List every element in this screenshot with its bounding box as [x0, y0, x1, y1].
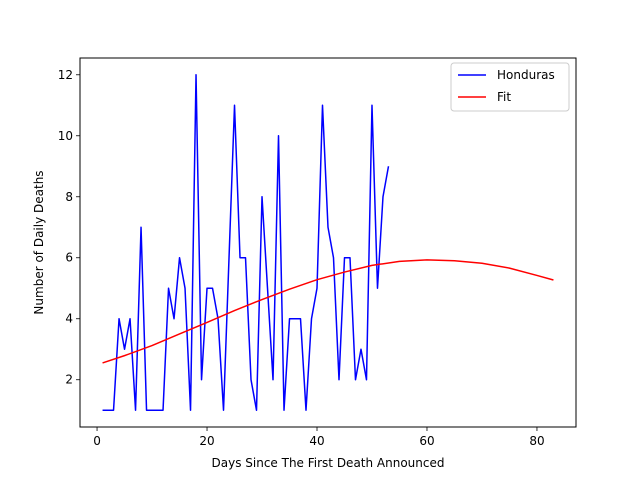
data-point-honduras — [360, 349, 361, 350]
data-point-honduras — [140, 227, 141, 228]
data-point-honduras — [146, 410, 147, 411]
legend: Honduras Fit — [450, 62, 570, 112]
data-point-honduras — [245, 257, 246, 258]
data-point-fit — [234, 310, 235, 311]
data-point-honduras — [129, 318, 130, 319]
data-point-honduras — [366, 379, 367, 380]
data-point-fit — [206, 322, 207, 323]
data-point-honduras — [228, 257, 229, 258]
series-layer — [102, 74, 554, 411]
data-point-honduras — [118, 318, 119, 319]
data-point-honduras — [206, 288, 207, 289]
data-point-honduras — [333, 257, 334, 258]
data-point-fit — [371, 265, 372, 266]
y-tick-label: 10 — [58, 129, 73, 143]
data-point-honduras — [201, 379, 202, 380]
data-point-honduras — [162, 410, 163, 411]
plot-area — [80, 58, 576, 427]
data-point-honduras — [212, 288, 213, 289]
data-point-honduras — [190, 410, 191, 411]
legend-label-fit: Fit — [497, 90, 511, 104]
data-point-fit — [509, 268, 510, 269]
data-point-fit — [536, 275, 537, 276]
data-point-honduras — [102, 410, 103, 411]
x-tick-label: 0 — [93, 434, 101, 448]
x-tick-label: 60 — [419, 434, 434, 448]
x-tick-label: 20 — [199, 434, 214, 448]
data-point-honduras — [234, 105, 235, 106]
data-point-honduras — [377, 288, 378, 289]
data-point-honduras — [135, 410, 136, 411]
data-point-honduras — [344, 257, 345, 258]
data-point-honduras — [382, 196, 383, 197]
x-axis-ticks: 0 20 40 60 80 — [93, 427, 545, 448]
data-point-fit — [481, 263, 482, 264]
data-point-fit — [454, 260, 455, 261]
data-point-honduras — [388, 166, 389, 167]
y-axis-label: Number of Daily Deaths — [32, 170, 46, 314]
data-point-fit — [102, 362, 103, 363]
data-point-fit — [289, 289, 290, 290]
data-point-honduras — [173, 318, 174, 319]
data-point-fit — [553, 279, 554, 280]
data-point-fit — [124, 355, 125, 356]
data-point-honduras — [327, 227, 328, 228]
data-point-honduras — [283, 410, 284, 411]
data-point-honduras — [239, 257, 240, 258]
data-point-honduras — [179, 257, 180, 258]
y-tick-label: 2 — [65, 373, 73, 387]
data-point-honduras — [349, 257, 350, 258]
data-point-honduras — [157, 410, 158, 411]
series-line-fit — [102, 259, 554, 364]
data-point-honduras — [250, 379, 251, 380]
data-point-honduras — [305, 410, 306, 411]
data-point-honduras — [124, 349, 125, 350]
x-axis-label: Days Since The First Death Announced — [212, 456, 445, 470]
data-point-honduras — [338, 379, 339, 380]
data-point-honduras — [294, 318, 295, 319]
data-point-honduras — [289, 318, 290, 319]
data-point-honduras — [322, 105, 323, 106]
x-tick-label: 40 — [309, 434, 324, 448]
data-point-honduras — [267, 288, 268, 289]
data-point-honduras — [256, 410, 257, 411]
data-point-fit — [151, 345, 152, 346]
data-point-honduras — [272, 379, 273, 380]
data-point-fit — [399, 261, 400, 262]
y-tick-label: 4 — [65, 312, 73, 326]
data-point-fit — [179, 333, 180, 334]
legend-label-honduras: Honduras — [497, 68, 555, 82]
data-point-honduras — [107, 410, 108, 411]
data-point-honduras — [311, 318, 312, 319]
y-axis-ticks: 2 4 6 8 10 12 — [58, 68, 80, 387]
x-tick-label: 80 — [529, 434, 544, 448]
data-point-honduras — [261, 196, 262, 197]
data-point-fit — [261, 299, 262, 300]
data-point-fit — [344, 271, 345, 272]
y-tick-label: 12 — [58, 68, 73, 82]
data-point-honduras — [168, 288, 169, 289]
series-line-honduras — [102, 74, 390, 411]
data-point-honduras — [355, 379, 356, 380]
data-point-fit — [426, 259, 427, 260]
data-point-honduras — [195, 74, 196, 75]
data-point-honduras — [316, 288, 317, 289]
data-point-honduras — [184, 288, 185, 289]
y-tick-label: 6 — [65, 251, 73, 265]
plot-frame — [79, 57, 577, 428]
data-point-honduras — [113, 410, 114, 411]
y-tick-label: 8 — [65, 190, 73, 204]
data-point-honduras — [223, 410, 224, 411]
data-point-honduras — [300, 318, 301, 319]
data-point-honduras — [151, 410, 152, 411]
data-point-fit — [316, 279, 317, 280]
data-point-honduras — [371, 105, 372, 106]
data-point-honduras — [278, 135, 279, 136]
